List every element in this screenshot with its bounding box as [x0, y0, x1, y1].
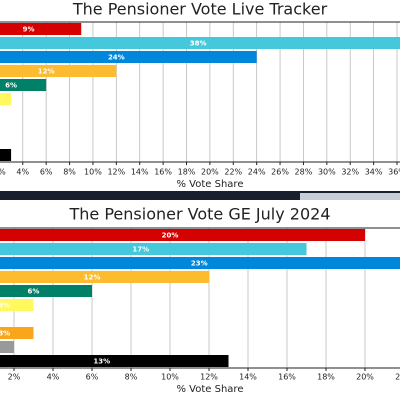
- x-axis-label: % Vote Share: [177, 384, 244, 395]
- x-tick-label: 6%: [40, 168, 53, 177]
- bar: [0, 229, 365, 241]
- bar: [0, 79, 47, 91]
- x-axis-label: % Vote Share: [177, 179, 244, 190]
- x-tick-label: 16%: [278, 373, 296, 382]
- value-label: 9%: [23, 26, 35, 34]
- bar: [0, 285, 92, 297]
- bar: [0, 341, 14, 353]
- x-tick-label: 34%: [365, 168, 383, 177]
- x-tick-label: 2%: [8, 373, 21, 382]
- value-label: 17%: [132, 246, 149, 254]
- value-label: 12%: [38, 68, 55, 76]
- bar: [0, 65, 117, 77]
- value-label: 13%: [93, 358, 110, 366]
- value-label: 20%: [162, 232, 179, 240]
- x-tick-label: 12%: [107, 168, 125, 177]
- x-tick-label: 8%: [63, 168, 76, 177]
- bar: [0, 257, 400, 269]
- bar: [0, 23, 82, 35]
- value-label: 3%: [0, 302, 10, 310]
- x-tick-label: 8%: [125, 373, 138, 382]
- value-label: 23%: [191, 260, 208, 268]
- bar: [0, 149, 12, 161]
- x-tick-label: 18%: [178, 168, 196, 177]
- chart-title: The Pensioner Vote GE July 2024: [69, 205, 331, 224]
- x-tick-label: 14%: [239, 373, 257, 382]
- bar: [0, 271, 209, 283]
- x-tick-label: 10%: [161, 373, 179, 382]
- x-tick-label: 14%: [131, 168, 149, 177]
- bar: [0, 327, 34, 339]
- x-tick-label: 28%: [295, 168, 313, 177]
- x-tick-label: 20%: [201, 168, 219, 177]
- x-tick-label: 12%: [200, 373, 218, 382]
- x-tick-label: 20%: [356, 373, 374, 382]
- x-tick-label: 2%: [0, 168, 6, 177]
- divider-strip: [0, 191, 400, 200]
- x-tick-label: 18%: [317, 373, 335, 382]
- value-label: 12%: [84, 274, 101, 282]
- x-tick-label: 22%: [395, 373, 400, 382]
- x-tick-label: 24%: [248, 168, 266, 177]
- x-tick-label: 16%: [154, 168, 172, 177]
- x-tick-label: 10%: [84, 168, 102, 177]
- value-label: 24%: [108, 54, 125, 62]
- value-label: 6%: [28, 288, 40, 296]
- value-label: 3%: [0, 330, 10, 338]
- x-tick-label: 4%: [16, 168, 29, 177]
- value-label: 6%: [5, 82, 17, 90]
- bar: [0, 93, 12, 105]
- divider-highlight: [300, 193, 400, 200]
- bar: [0, 355, 229, 367]
- chart-title: The Pensioner Vote Live Tracker: [72, 0, 328, 19]
- x-tick-label: 4%: [47, 373, 60, 382]
- x-tick-label: 30%: [318, 168, 336, 177]
- bar: [0, 243, 307, 255]
- x-tick-label: 36%: [388, 168, 400, 177]
- bar: [0, 51, 257, 63]
- value-label: 38%: [190, 40, 207, 48]
- x-tick-label: 26%: [271, 168, 289, 177]
- x-tick-label: 32%: [341, 168, 359, 177]
- bar: [0, 37, 400, 49]
- x-tick-label: 6%: [86, 373, 99, 382]
- x-tick-label: 22%: [224, 168, 242, 177]
- bar: [0, 299, 34, 311]
